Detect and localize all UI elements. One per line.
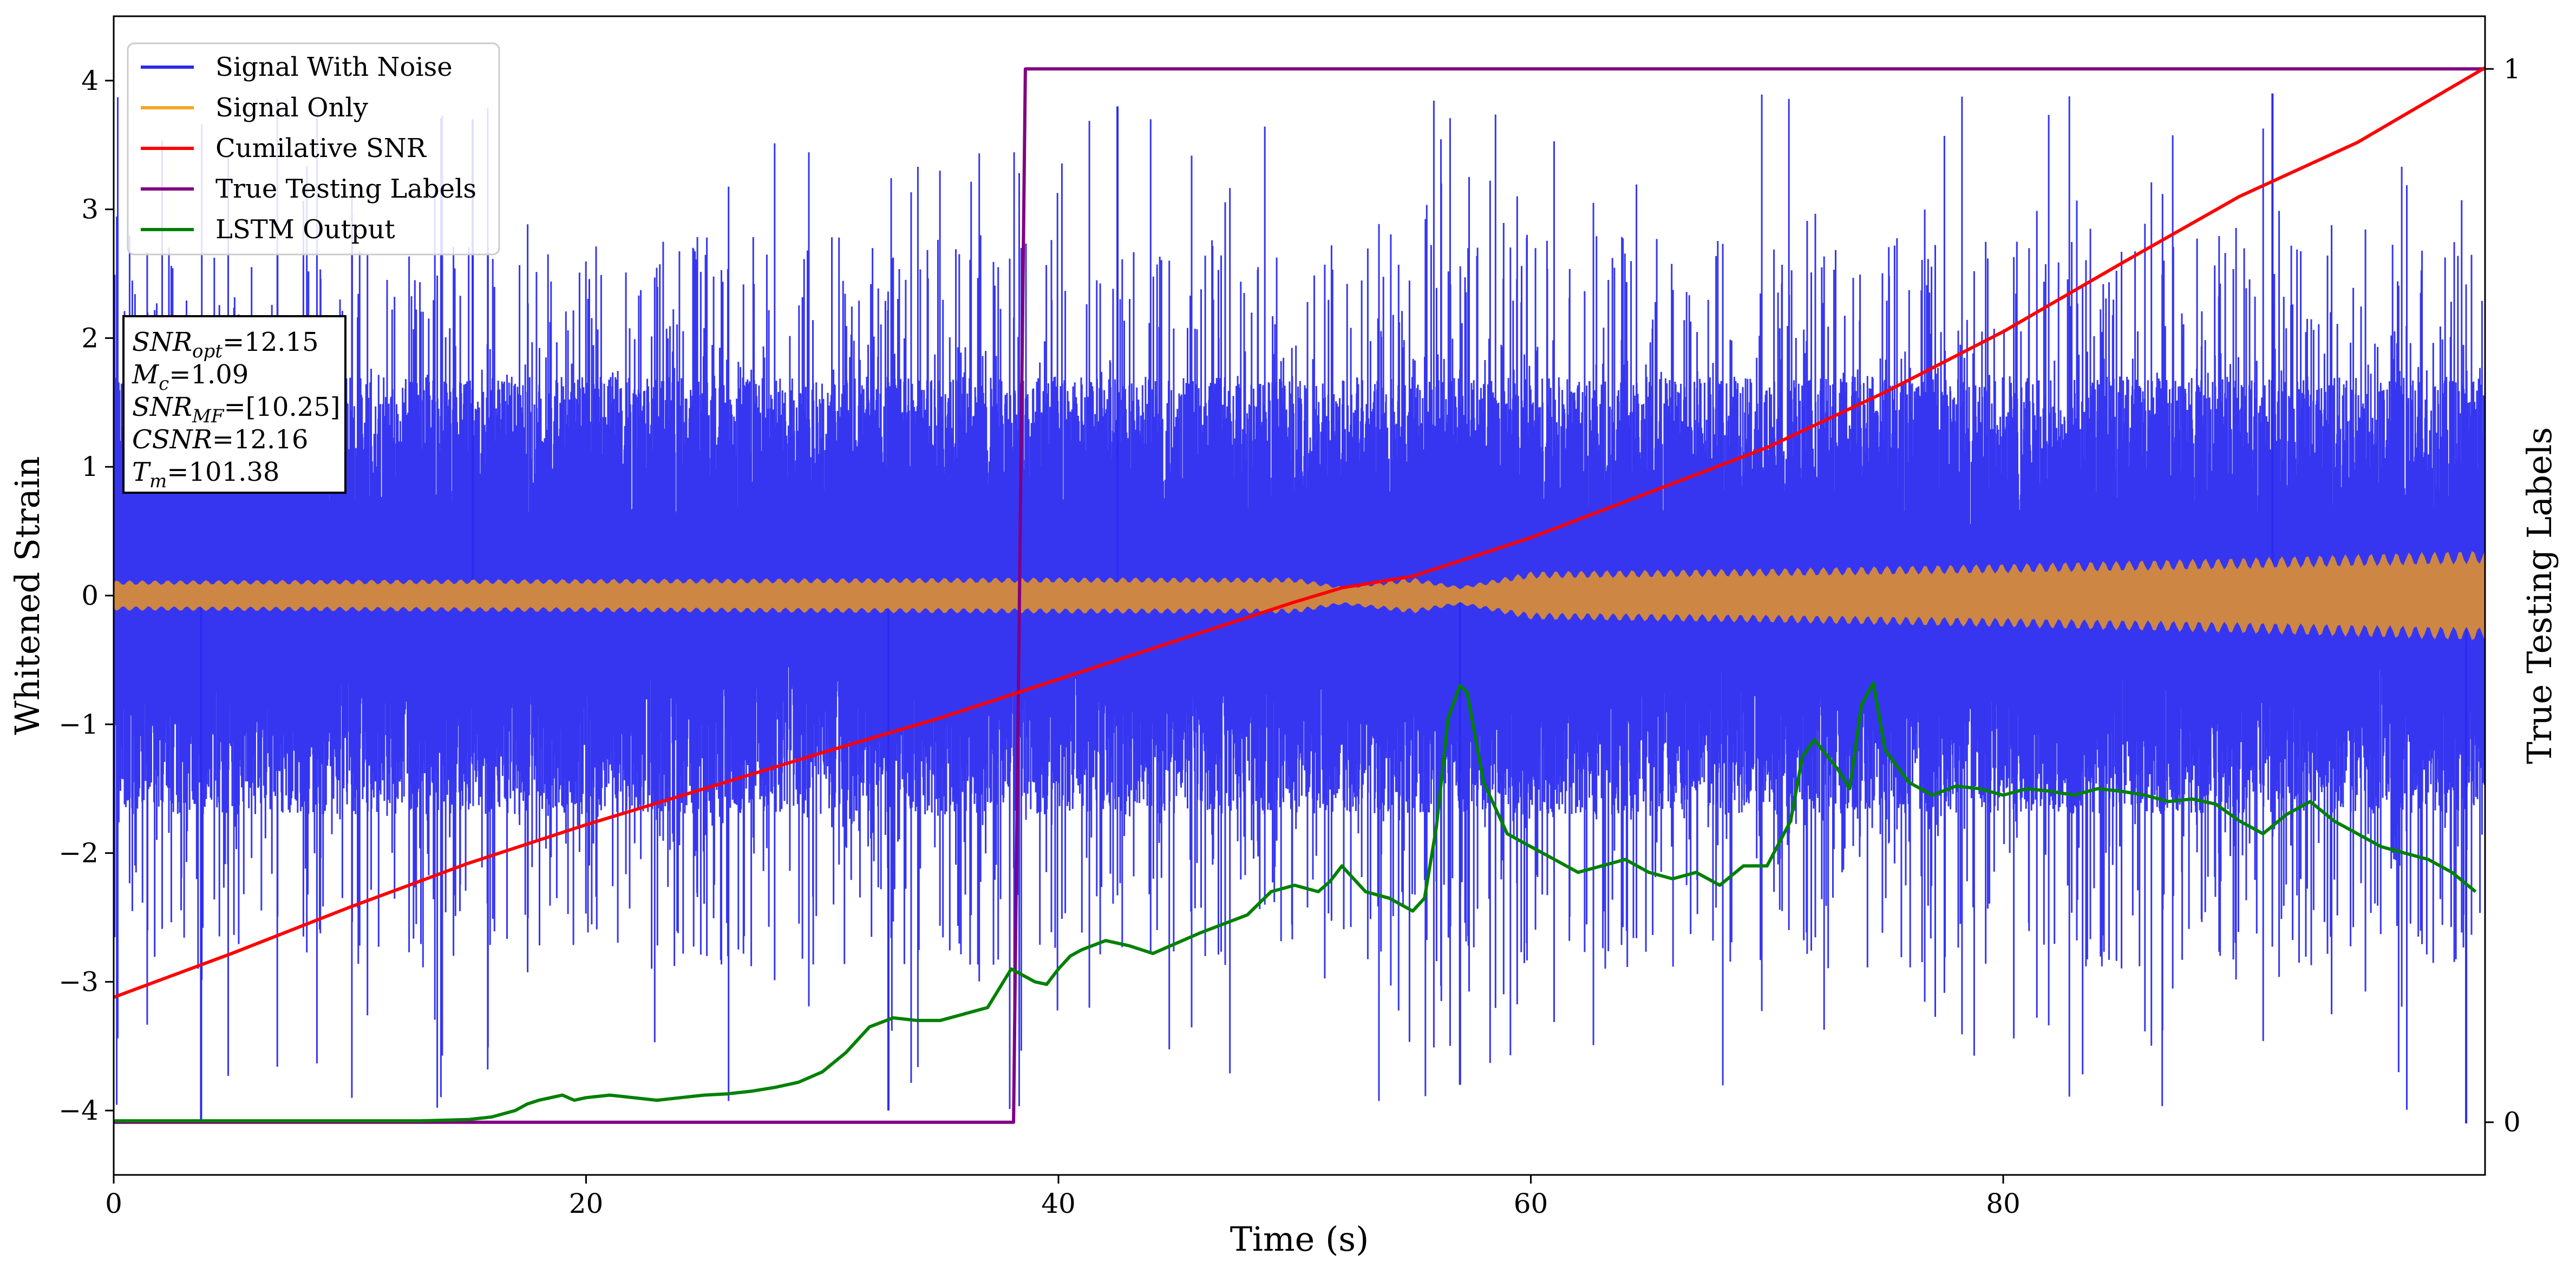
y-tick-label: 1: [81, 451, 99, 482]
x-tick-label: 20: [569, 1188, 604, 1219]
legend-label-signal-with-noise: Signal With Noise: [215, 52, 453, 82]
legend: Signal With Noise Signal Only Cumilative S…: [127, 42, 500, 256]
legend-label-signal-only: Signal Only: [215, 93, 368, 123]
legend-label-true-testing-labels: True Testing Labels: [215, 174, 476, 204]
stat-m-c: Mc=1.09: [132, 360, 249, 395]
y2-axis-ticks: 01: [2485, 53, 2521, 1138]
x-tick-label: 60: [1514, 1188, 1548, 1219]
stat-snr-mf: SNRMF=[10.25]: [132, 392, 341, 427]
y-axis-ticks: −4 −3 −2 −1 0 1 2 3 4: [58, 65, 114, 1126]
y2-tick-label: 0: [2503, 1107, 2521, 1138]
y-tick-label: −2: [58, 838, 99, 869]
y-tick-label: −3: [58, 966, 99, 997]
line-series-group: [114, 66, 2485, 1124]
legend-label-cumilative-snr: Cumilative SNR: [215, 133, 427, 164]
series-lstm-output: [114, 681, 2477, 1123]
stat-t-m: Tm=101.38: [132, 457, 279, 492]
series-true-testing-labels: [114, 67, 2485, 1124]
stats-annotation: SNRopt=12.15Mc=1.09SNRMF=[10.25]CSNR=12.…: [122, 315, 346, 494]
x-tick-label: 40: [1041, 1188, 1076, 1219]
series-signal-only: [114, 550, 2485, 641]
stat-csnr: CSNR=12.16: [132, 424, 308, 455]
y-tick-label: −1: [58, 709, 99, 740]
stats-annotation-box: [122, 315, 346, 494]
y-tick-label: 0: [81, 580, 99, 611]
stat-snr-opt: SNRopt=12.15: [132, 327, 319, 362]
y-tick-label: 3: [81, 194, 99, 225]
legend-label-lstm-output: LSTM Output: [215, 214, 395, 245]
y-axis-label: Whitened Strain: [8, 456, 47, 735]
y-tick-label: 4: [81, 65, 99, 96]
y2-axis-label: True Testing Labels: [2520, 427, 2559, 765]
y-tick-label: 2: [81, 322, 99, 354]
legend-frame: [127, 42, 500, 256]
plot-area: [114, 66, 2485, 1124]
y2-tick-label: 1: [2503, 53, 2521, 84]
y-tick-label: −4: [58, 1095, 99, 1126]
x-tick-label: 80: [1986, 1188, 2021, 1219]
x-axis-label: Time (s): [1230, 1219, 1369, 1259]
x-axis-ticks: 0 20 40 60 80: [105, 1175, 2021, 1219]
x-tick-label: 0: [105, 1188, 122, 1219]
signal-envelope: [114, 550, 2485, 641]
series-cumilative-snr: [114, 66, 2485, 999]
